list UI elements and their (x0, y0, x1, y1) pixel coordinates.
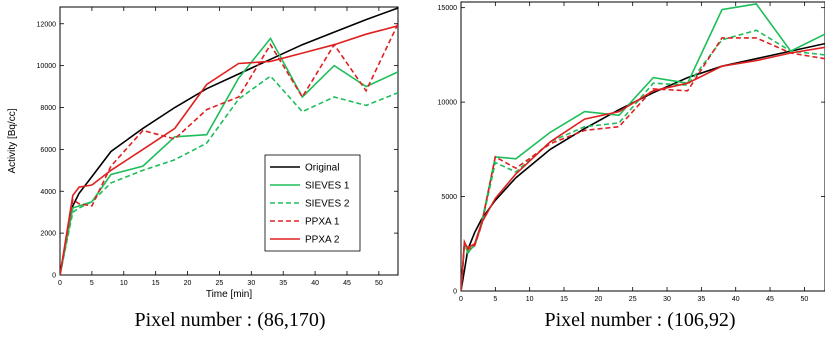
y-tick-label: 10000 (37, 63, 57, 70)
x-tick-label: 25 (629, 296, 637, 303)
y-tick-label: 12000 (37, 21, 57, 28)
legend-label: PPXA 2 (305, 235, 340, 246)
x-tick-label: 35 (279, 280, 287, 287)
y-tick-label: 2000 (40, 231, 56, 238)
y-tick-label: 4000 (40, 189, 56, 196)
legend-label: SIEVES 2 (305, 199, 350, 210)
y-tick-label: 0 (453, 289, 457, 296)
x-tick-label: 35 (697, 296, 705, 303)
series-line-original (461, 42, 825, 291)
x-tick-label: 15 (152, 280, 160, 287)
series-line-sieves-1 (461, 3, 825, 291)
series-line-sieves-2 (461, 29, 825, 291)
series-line-ppxa-2 (60, 25, 398, 275)
chart-panel-1: 0 5 10 15 20 25 30 35 40 45 50 0 2000 4000 6000 8000 100… (7, 6, 399, 331)
series-line-ppxa-1 (60, 23, 398, 275)
legend: Original SIEVES 1 SIEVES 2 PPXA 1 PPXA 2 (264, 154, 361, 252)
x-tick-label: 0 (58, 280, 62, 287)
x-tick-label: 30 (663, 296, 671, 303)
x-axis-label: Time [min] (206, 289, 253, 300)
series-line-original (60, 7, 398, 275)
x-tick-label: 45 (343, 280, 351, 287)
legend-label: Original (305, 163, 339, 174)
y-tick-label: 6000 (40, 147, 56, 154)
y-axis-label: Activity [Bq/cc] (7, 108, 18, 173)
series-group (60, 7, 398, 275)
y-tick-label: 8000 (40, 105, 56, 112)
y-tick-label: 10000 (438, 100, 458, 107)
series-line-sieves-1 (60, 36, 398, 275)
x-tick-label: 20 (184, 280, 192, 287)
x-tick-label: 40 (311, 280, 319, 287)
x-tick-label: 20 (594, 296, 602, 303)
series-group (461, 3, 825, 291)
chart-panel-2: 0 5 10 15 20 25 30 35 40 45 50 0 5000 10000 15000 Pixel… (438, 1, 825, 331)
caption-2: Pixel number : (106,92) (544, 309, 735, 331)
x-tick-label: 15 (560, 296, 568, 303)
y-tick-label: 15000 (438, 5, 458, 12)
x-tick-label: 50 (800, 296, 808, 303)
x-tick-label: 5 (493, 296, 497, 303)
x-tick-label: 10 (526, 296, 534, 303)
series-line-ppxa-2 (461, 46, 825, 291)
x-tick-label: 40 (732, 296, 740, 303)
x-tick-label: 50 (375, 280, 383, 287)
x-tick-label: 0 (459, 296, 463, 303)
legend-label: SIEVES 1 (305, 181, 350, 192)
x-tick-label: 10 (120, 280, 128, 287)
x-tick-label: 30 (247, 280, 255, 287)
series-line-sieves-2 (60, 75, 398, 275)
plot-frame (460, 1, 825, 292)
x-tick-label: 45 (766, 296, 774, 303)
x-tick-label: 25 (216, 280, 224, 287)
y-tick-label: 0 (52, 273, 56, 280)
legend-label: PPXA 1 (305, 217, 340, 228)
series-line-ppxa-1 (461, 37, 825, 291)
caption-1: Pixel number : (86,170) (134, 309, 325, 331)
plot-frame (59, 6, 399, 276)
y-tick-label: 5000 (441, 194, 457, 201)
x-tick-label: 5 (90, 280, 94, 287)
